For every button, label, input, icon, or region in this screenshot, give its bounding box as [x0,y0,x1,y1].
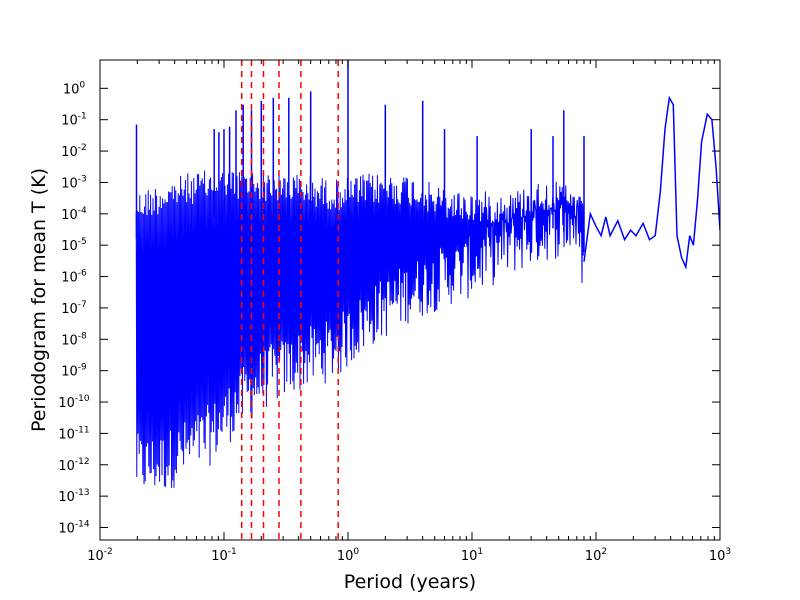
series-tail [583,95,720,270]
y-tick-label: 10-9 [61,363,87,380]
x-tick-label: 10-2 [87,547,113,564]
series-body [135,170,585,488]
y-tick-label: 10-13 [58,488,89,505]
y-tick-label: 10-2 [61,143,87,160]
marker-lines [240,60,339,540]
series-layer [135,60,720,488]
y-tick-label: 10-5 [61,237,87,254]
y-tick-label: 10-6 [61,269,87,286]
x-tick-label: 103 [709,547,731,564]
y-tick-label: 10-10 [58,394,90,411]
x-axis-label: Period (years) [344,571,476,593]
x-tick-label: 101 [461,547,483,564]
y-tick-label: 10-3 [61,174,87,191]
x-tick-label: 102 [585,547,607,564]
y-tick-label: 10-12 [58,457,89,474]
y-tick-label: 10-14 [58,520,90,537]
x-tick-label: 100 [337,547,360,564]
y-tick-label: 10-8 [61,331,87,348]
y-tick-label: 10-1 [61,112,87,129]
y-tick-label: 100 [63,80,86,97]
y-tick-label: 10-7 [61,300,87,317]
y-axis-label: Periodogram for mean T (K) [28,168,50,432]
x-tick-label: 10-1 [211,547,237,564]
y-tick-label: 10-4 [61,206,87,223]
axis-ticks: 10-2 10-1 100 101 102 10310-1410-1310-1210-11… [58,60,731,564]
plot-frame [99,59,721,541]
y-tick-label: 10-11 [58,425,89,442]
